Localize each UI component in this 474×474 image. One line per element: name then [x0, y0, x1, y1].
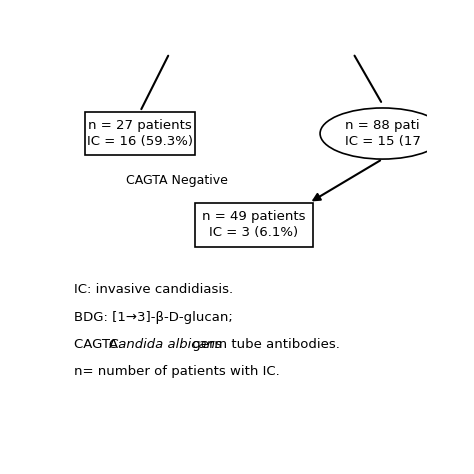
Text: BDG: [1→3]-β-D-glucan;: BDG: [1→3]-β-D-glucan; [74, 310, 233, 324]
Text: IC = 15 (17: IC = 15 (17 [345, 135, 420, 148]
Text: germ tube antibodies.: germ tube antibodies. [188, 338, 340, 351]
FancyBboxPatch shape [85, 112, 195, 155]
FancyBboxPatch shape [195, 203, 313, 246]
Text: n = 88 pati: n = 88 pati [345, 119, 420, 132]
Text: Candida albicans: Candida albicans [109, 338, 222, 351]
Text: CAGTA:: CAGTA: [74, 338, 127, 351]
Text: n= number of patients with IC.: n= number of patients with IC. [74, 365, 280, 378]
Text: CAGTA Negative: CAGTA Negative [127, 174, 228, 188]
Ellipse shape [320, 108, 445, 159]
Text: IC: invasive candidiasis.: IC: invasive candidiasis. [74, 283, 233, 296]
Text: IC = 16 (59.3%): IC = 16 (59.3%) [87, 135, 193, 148]
Text: IC = 3 (6.1%): IC = 3 (6.1%) [210, 226, 299, 239]
Text: n = 49 patients: n = 49 patients [202, 210, 306, 223]
Text: n = 27 patients: n = 27 patients [88, 119, 192, 132]
